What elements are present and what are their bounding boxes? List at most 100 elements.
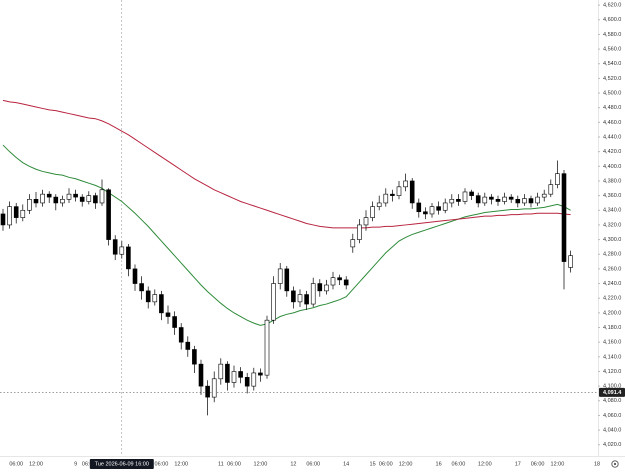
candle-body bbox=[324, 284, 329, 292]
x-tick-label: 9 bbox=[74, 461, 77, 467]
candle bbox=[337, 274, 342, 286]
candle-body bbox=[172, 316, 177, 328]
gear[interactable] bbox=[611, 460, 619, 468]
candle-body bbox=[139, 283, 144, 292]
y-tick-label: 4,420.0 bbox=[603, 149, 621, 155]
candle bbox=[396, 180, 402, 200]
candle-body bbox=[291, 290, 296, 303]
y-tick-label: 4,460.0 bbox=[603, 120, 621, 126]
candle bbox=[535, 192, 540, 206]
candle bbox=[284, 265, 290, 297]
x-tick-label: 06:00 bbox=[531, 461, 545, 467]
y-tick-label: 4,560.0 bbox=[603, 47, 621, 53]
candle bbox=[20, 204, 26, 222]
candle-body bbox=[561, 173, 567, 262]
candle bbox=[357, 219, 362, 244]
candle bbox=[205, 380, 210, 416]
candle bbox=[456, 194, 461, 206]
candle bbox=[555, 160, 560, 189]
x-tick-label: 06:00 bbox=[379, 461, 393, 467]
candle-body bbox=[46, 193, 52, 198]
candle bbox=[198, 359, 204, 395]
candle bbox=[291, 286, 296, 309]
candle bbox=[264, 315, 270, 379]
y-tick-label: 4,020.0 bbox=[603, 442, 621, 448]
candle-body bbox=[522, 198, 527, 204]
candle bbox=[297, 289, 303, 307]
x-tick-label: 16 bbox=[436, 461, 442, 467]
candle bbox=[403, 173, 408, 192]
x-tick-label: 14 bbox=[343, 461, 349, 467]
candle-body bbox=[264, 319, 270, 376]
candle-body bbox=[218, 363, 224, 380]
candle-body bbox=[442, 202, 448, 211]
candle bbox=[86, 191, 92, 205]
gear-center[interactable] bbox=[613, 462, 617, 466]
candle bbox=[231, 365, 237, 388]
y-tick-label: 4,320.0 bbox=[603, 222, 621, 228]
candle bbox=[106, 188, 111, 246]
x-tick-label: 11 bbox=[218, 461, 224, 467]
candle-body bbox=[119, 246, 125, 255]
candle-body bbox=[198, 363, 204, 387]
candle-body bbox=[93, 195, 98, 204]
x-tick-label: 06:00 bbox=[306, 461, 320, 467]
candle bbox=[238, 367, 243, 384]
candle-body bbox=[508, 196, 514, 200]
y-tick-label: 4,160.0 bbox=[603, 340, 621, 346]
candle-body bbox=[456, 198, 461, 202]
candle-body bbox=[60, 198, 65, 204]
crosshair-label-bg bbox=[89, 459, 154, 469]
y-tick-label: 4,260.0 bbox=[603, 266, 621, 272]
candle bbox=[165, 305, 171, 324]
y-tick-label: 4,040.0 bbox=[603, 428, 621, 434]
candle bbox=[423, 207, 428, 220]
candle-body bbox=[244, 377, 250, 387]
y-tick-label: 4,540.0 bbox=[603, 61, 621, 67]
candle bbox=[79, 194, 85, 207]
candle-body bbox=[205, 385, 210, 398]
candle-body bbox=[423, 211, 428, 215]
candle bbox=[515, 195, 521, 208]
candle bbox=[541, 189, 547, 202]
candle bbox=[0, 208, 6, 231]
candle-body bbox=[568, 255, 573, 268]
candle bbox=[119, 241, 125, 259]
settings-icon[interactable] bbox=[611, 460, 619, 468]
candle bbox=[132, 264, 138, 291]
candle bbox=[53, 194, 59, 211]
candle-body bbox=[66, 193, 72, 200]
y-tick-label: 4,400.0 bbox=[603, 164, 621, 170]
candle-body bbox=[0, 213, 6, 226]
candle bbox=[350, 233, 356, 253]
candle bbox=[489, 194, 494, 205]
candle bbox=[568, 250, 573, 273]
y-tick-label: 4,140.0 bbox=[603, 354, 621, 360]
candle-body bbox=[390, 193, 395, 196]
candle-body bbox=[238, 371, 243, 378]
candle-body bbox=[475, 195, 481, 204]
candle-body bbox=[462, 191, 468, 202]
candle bbox=[33, 191, 39, 208]
candle-body bbox=[271, 283, 276, 321]
candle bbox=[324, 279, 329, 295]
candle bbox=[126, 243, 131, 277]
y-tick-label: 4,060.0 bbox=[603, 413, 621, 419]
candle-body bbox=[86, 195, 92, 202]
y-tick-label: 4,380.0 bbox=[603, 178, 621, 184]
candle bbox=[561, 169, 567, 290]
candle-body bbox=[357, 224, 362, 240]
candle bbox=[185, 336, 191, 357]
candle bbox=[225, 361, 230, 391]
y-tick-label: 4,580.0 bbox=[603, 32, 621, 38]
candle-body bbox=[370, 206, 375, 218]
candle-body bbox=[304, 294, 309, 305]
y-tick-label: 4,480.0 bbox=[603, 105, 621, 111]
candle bbox=[60, 195, 65, 207]
x-tick-label: 12 bbox=[290, 461, 296, 467]
candle bbox=[310, 277, 316, 307]
y-tick-label: 4,440.0 bbox=[603, 134, 621, 140]
candle-body bbox=[383, 193, 389, 204]
candle bbox=[40, 189, 45, 207]
